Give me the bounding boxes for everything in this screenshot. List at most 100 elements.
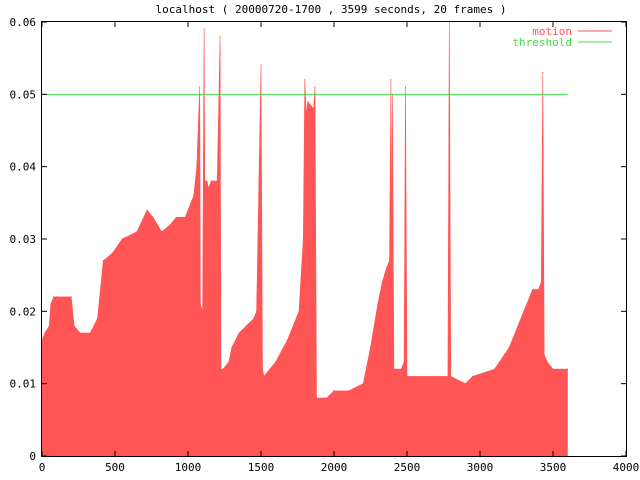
data-point-motion [377, 303, 379, 305]
x-tick-label: 500 [105, 461, 125, 474]
data-point-motion [199, 303, 201, 305]
data-point-motion [204, 180, 206, 182]
data-point-motion [220, 368, 222, 370]
y-tick-label: 0.05 [10, 88, 37, 101]
data-point-motion [447, 375, 449, 377]
data-point-motion [369, 346, 372, 349]
data-point-motion [393, 368, 395, 370]
data-point-motion [543, 354, 545, 356]
data-point-motion [50, 303, 52, 305]
legend: motion threshold [512, 25, 612, 49]
data-point-motion [561, 368, 563, 370]
x-tick-label: 3500 [540, 461, 567, 474]
data-point-motion [228, 361, 230, 363]
data-point-motion [317, 397, 319, 399]
data-point-motion [333, 390, 335, 392]
y-tick-label: 0.03 [10, 233, 37, 246]
data-point-motion [216, 180, 218, 182]
series-motion-area [41, 21, 568, 457]
data-point-motion [537, 289, 540, 291]
data-point-motion [472, 375, 474, 377]
data-point-motion [348, 390, 350, 392]
data-point-motion [222, 368, 224, 370]
data-point-motion [464, 383, 466, 385]
data-point-motion [56, 296, 58, 298]
data-point-motion [494, 368, 496, 370]
data-point-motion [261, 368, 264, 370]
data-point-motion [161, 231, 163, 233]
x-tick-label: 1000 [175, 461, 202, 474]
x-tick-label: 1500 [248, 461, 275, 474]
data-point-motion [540, 281, 542, 283]
data-point-motion [169, 223, 172, 226]
data-point-motion [326, 397, 328, 399]
data-point-motion [390, 79, 392, 81]
data-point-motion [111, 252, 113, 255]
data-point-motion [193, 195, 195, 197]
data-point-motion [302, 238, 304, 240]
data-point-motion [70, 296, 72, 298]
data-point-motion [314, 86, 316, 88]
data-point-motion [207, 187, 209, 189]
data-point-motion [298, 310, 300, 312]
data-point-motion [238, 332, 240, 334]
data-point-motion [175, 216, 177, 218]
data-point-motion [79, 332, 81, 334]
data-point-motion [73, 325, 75, 327]
data-point-motion [286, 339, 288, 341]
data-point-motion [146, 209, 148, 211]
data-point-motion [184, 216, 186, 218]
data-point-motion [391, 252, 393, 255]
data-point-motion [89, 332, 91, 334]
data-point-motion [404, 86, 407, 88]
y-tick-label: 0 [29, 450, 36, 463]
data-point-motion [219, 35, 221, 38]
data-point-motion [256, 310, 258, 312]
data-point-motion [313, 108, 315, 110]
x-tick-label: 3000 [467, 461, 494, 474]
data-point-motion [381, 281, 383, 283]
data-point-motion [406, 375, 408, 377]
data-point-motion [552, 368, 554, 370]
data-point-motion [307, 101, 309, 103]
data-point-motion [315, 397, 318, 399]
data-point-motion [245, 325, 247, 327]
data-point-motion [546, 361, 548, 363]
data-point-motion [102, 260, 104, 262]
data-point-motion [263, 375, 265, 377]
plot-area [41, 21, 569, 457]
data-point-motion [523, 310, 525, 312]
data-point-motion [394, 368, 396, 370]
x-tick-label: 4000 [613, 461, 640, 474]
legend-label-threshold: threshold [512, 36, 572, 49]
data-point-motion [53, 296, 55, 298]
data-point-motion [48, 325, 50, 327]
data-point-motion [450, 375, 452, 377]
chart-title: localhost ( 20000720-1700 , 3599 seconds… [156, 3, 507, 16]
y-tick-label: 0.04 [10, 161, 37, 174]
x-tick-label: 2500 [394, 461, 421, 474]
data-point-motion [136, 231, 138, 233]
data-point-motion [400, 368, 402, 370]
data-point-motion [558, 368, 560, 370]
data-point-motion [532, 289, 534, 291]
data-point-motion [403, 361, 405, 363]
data-point-motion [508, 346, 510, 349]
data-point-motion [269, 368, 271, 370]
data-point-motion [231, 346, 233, 349]
data-point-motion [388, 260, 391, 262]
data-point-motion [152, 216, 154, 218]
y-tick-label: 0.01 [10, 378, 37, 391]
data-point-motion [44, 332, 46, 334]
y-tick-label: 0.06 [10, 16, 37, 29]
data-point-motion [202, 310, 204, 312]
data-point-motion [203, 28, 205, 30]
data-point-motion [362, 383, 364, 385]
data-point-motion [542, 72, 544, 74]
data-point-motion [304, 79, 306, 81]
data-point-motion [421, 375, 423, 377]
data-point-motion [253, 318, 255, 320]
plot-frame [41, 21, 627, 457]
data-point-motion [121, 238, 123, 240]
